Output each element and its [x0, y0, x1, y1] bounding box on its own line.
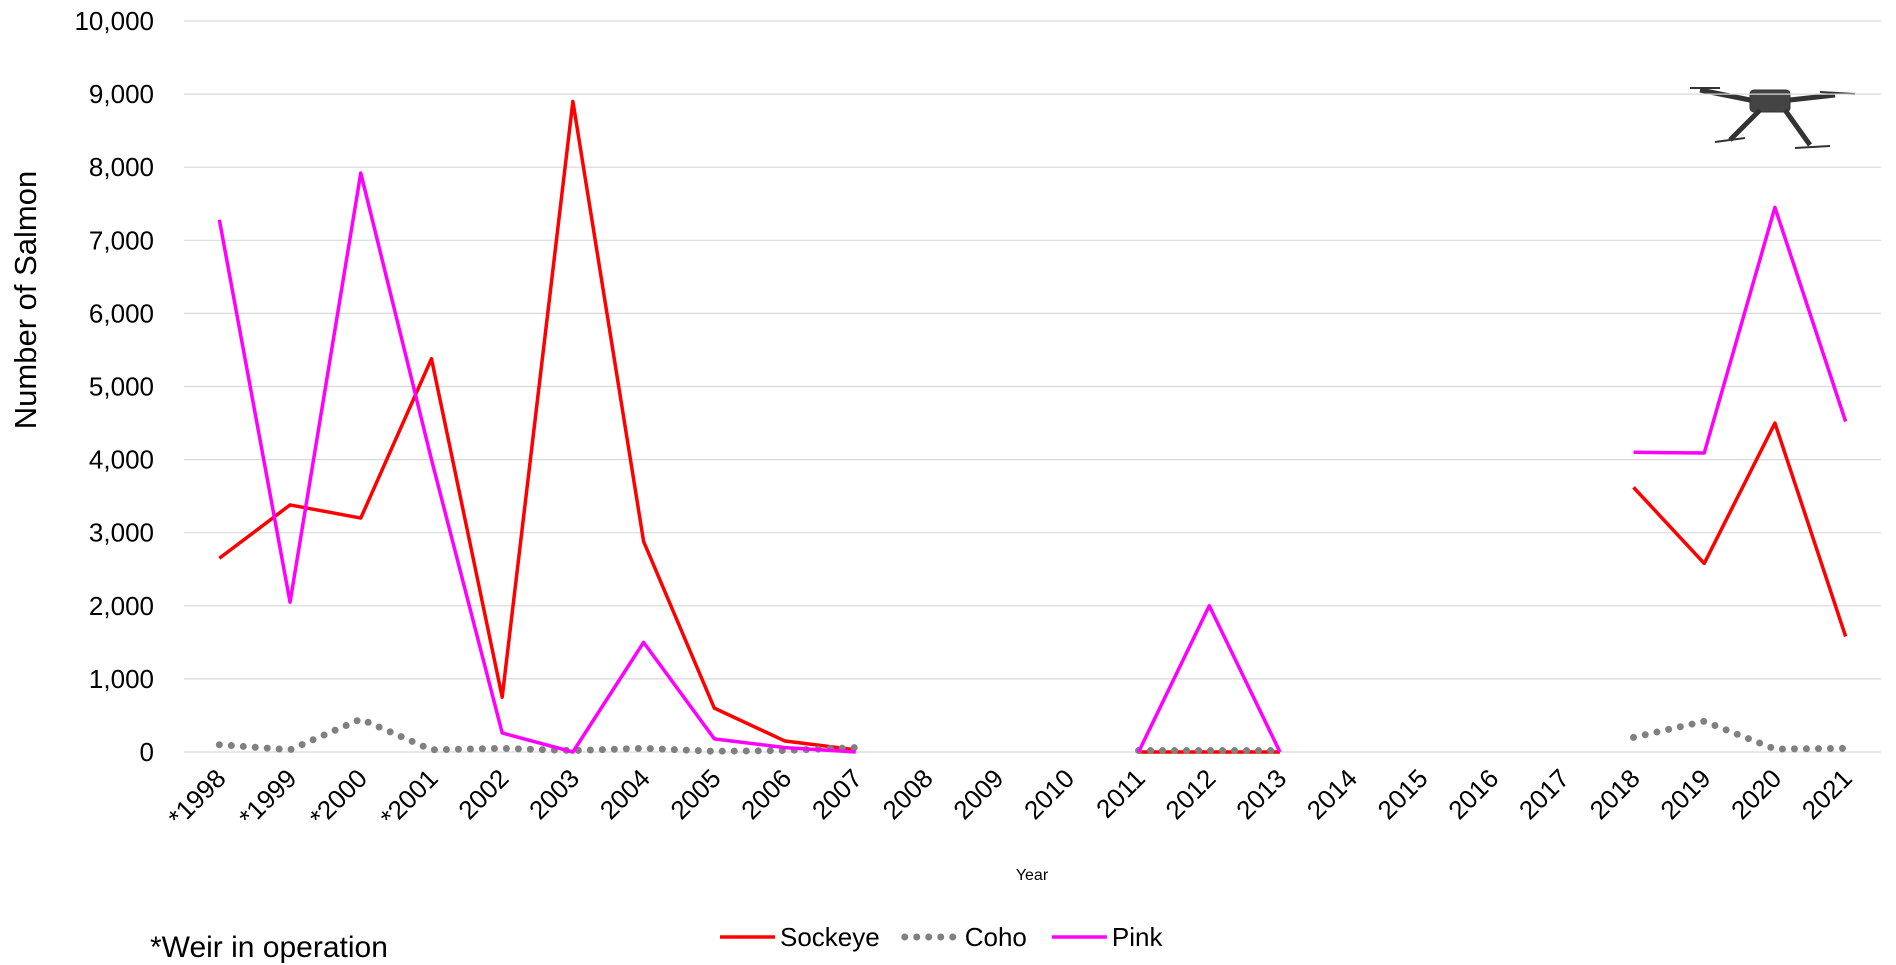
x-tick-label: 2018 — [1584, 763, 1646, 825]
x-tick-label: 2009 — [947, 763, 1009, 825]
series-line — [1633, 205, 1848, 455]
y-tick-label: 9,000 — [89, 79, 154, 109]
x-tick-label: *1999 — [233, 763, 302, 832]
series-line — [1136, 604, 1282, 753]
x-tick-label: *2001 — [374, 763, 443, 832]
x-tick-label: 2008 — [877, 763, 939, 825]
legend-label: Sockeye — [780, 922, 880, 952]
x-tick-label: 2003 — [523, 763, 585, 825]
x-tick-label: 2002 — [452, 763, 514, 825]
x-tick-label: *1998 — [162, 763, 231, 832]
x-tick-label: 2013 — [1230, 763, 1292, 825]
y-tick-label: 5,000 — [89, 372, 154, 402]
y-tick-label: 8,000 — [89, 152, 154, 182]
y-tick-label: 6,000 — [89, 298, 154, 328]
x-tick-label: 2015 — [1372, 763, 1434, 825]
drone-icon — [1690, 87, 1856, 149]
y-tick-label: 0 — [140, 737, 154, 767]
x-tick-label: *2000 — [304, 763, 373, 832]
series-line — [217, 171, 856, 754]
note: *Weir in operation — [150, 931, 388, 964]
y-tick-label: 4,000 — [89, 445, 154, 475]
legend-label: Coho — [965, 922, 1027, 952]
x-tick-label: 2011 — [1090, 763, 1151, 824]
series-line — [218, 99, 856, 752]
legend-label: Pink — [1112, 922, 1164, 952]
x-tick-label: 2004 — [594, 763, 656, 825]
series-line — [1632, 421, 1848, 638]
y-tick-label: 3,000 — [89, 518, 154, 548]
x-tick-label: 2006 — [735, 763, 797, 825]
y-tick-label: 7,000 — [89, 225, 154, 255]
y-tick-label: 1,000 — [89, 664, 154, 694]
x-tick-label: 2016 — [1442, 763, 1504, 825]
x-tick-label: 2007 — [806, 763, 868, 825]
x-tick-label: 2021 — [1796, 763, 1858, 825]
series-line — [1630, 717, 1850, 753]
x-tick-label: 2005 — [664, 763, 726, 825]
x-tick-label: 2014 — [1301, 763, 1363, 825]
y-tick-label: 2,000 — [89, 591, 154, 621]
y-tick-label: 10,000 — [74, 6, 154, 36]
x-axis-label: Year — [1016, 867, 1049, 884]
x-tick-label: 2020 — [1725, 763, 1787, 825]
x-tick-label: 2012 — [1159, 763, 1221, 825]
y-axis-label: Number of Salmon — [8, 171, 43, 429]
x-tick-label: 2017 — [1513, 763, 1575, 825]
series-line — [215, 715, 860, 755]
x-tick-label: 2019 — [1654, 763, 1716, 825]
x-tick-label: 2010 — [1018, 763, 1080, 825]
